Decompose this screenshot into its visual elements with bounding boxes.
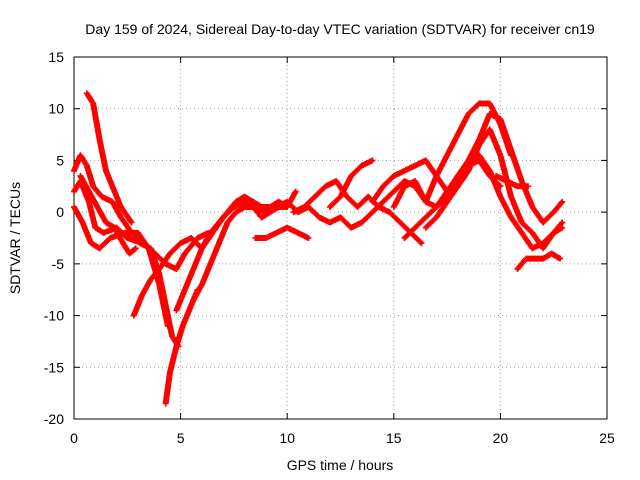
series-arc-1 [83, 90, 135, 226]
series-markers [252, 224, 312, 241]
series-markers [71, 203, 171, 329]
series-arc-14 [390, 100, 515, 210]
chart-title: Day 159 of 2024, Sidereal Day-to-day VTE… [85, 21, 595, 37]
series-markers [493, 172, 532, 190]
series-arc-17 [514, 250, 564, 273]
x-tick-label: 10 [279, 430, 295, 446]
plot-frame [73, 56, 608, 420]
x-tick-label: 25 [599, 430, 615, 446]
x-axis-label: GPS time / hours [287, 457, 394, 473]
series-markers [514, 250, 564, 273]
series-markers [173, 193, 291, 314]
x-tick-label: 0 [70, 430, 78, 446]
series-markers [83, 90, 135, 226]
x-tick-label: 15 [386, 430, 402, 446]
y-tick-label: -5 [52, 256, 65, 272]
series-arc-5 [77, 172, 139, 257]
axis-ticks: 0 5 10 15 20 25 15 10 5 0 -5 -10 -15 -20 [44, 49, 615, 446]
y-tick-label: 15 [48, 49, 64, 65]
series-markers [290, 178, 425, 247]
series-arc-10 [252, 224, 312, 241]
y-tick-label: 10 [48, 101, 64, 117]
y-tick-label: 5 [56, 152, 64, 168]
y-tick-label: -10 [44, 308, 64, 324]
series-arc-8 [173, 193, 291, 314]
series-arc-18 [493, 172, 532, 190]
y-tick-label: -20 [44, 411, 64, 427]
y-tick-label: -15 [44, 359, 64, 375]
y-axis-label: SDTVAR / TECUs [7, 182, 23, 294]
y-tick-label: 0 [56, 204, 64, 220]
series-markers [422, 126, 566, 252]
x-tick-label: 5 [177, 430, 185, 446]
series-arc-9 [190, 188, 299, 304]
series-markers [390, 100, 515, 210]
series-arc-4 [71, 203, 171, 329]
series-markers [326, 157, 376, 210]
series-arc-11 [290, 178, 425, 247]
series-arc-16 [422, 126, 566, 252]
series-arc-12 [326, 157, 376, 210]
x-tick-label: 20 [493, 430, 509, 446]
series-markers [190, 188, 299, 304]
data-points [71, 90, 566, 407]
series-markers [77, 172, 139, 257]
